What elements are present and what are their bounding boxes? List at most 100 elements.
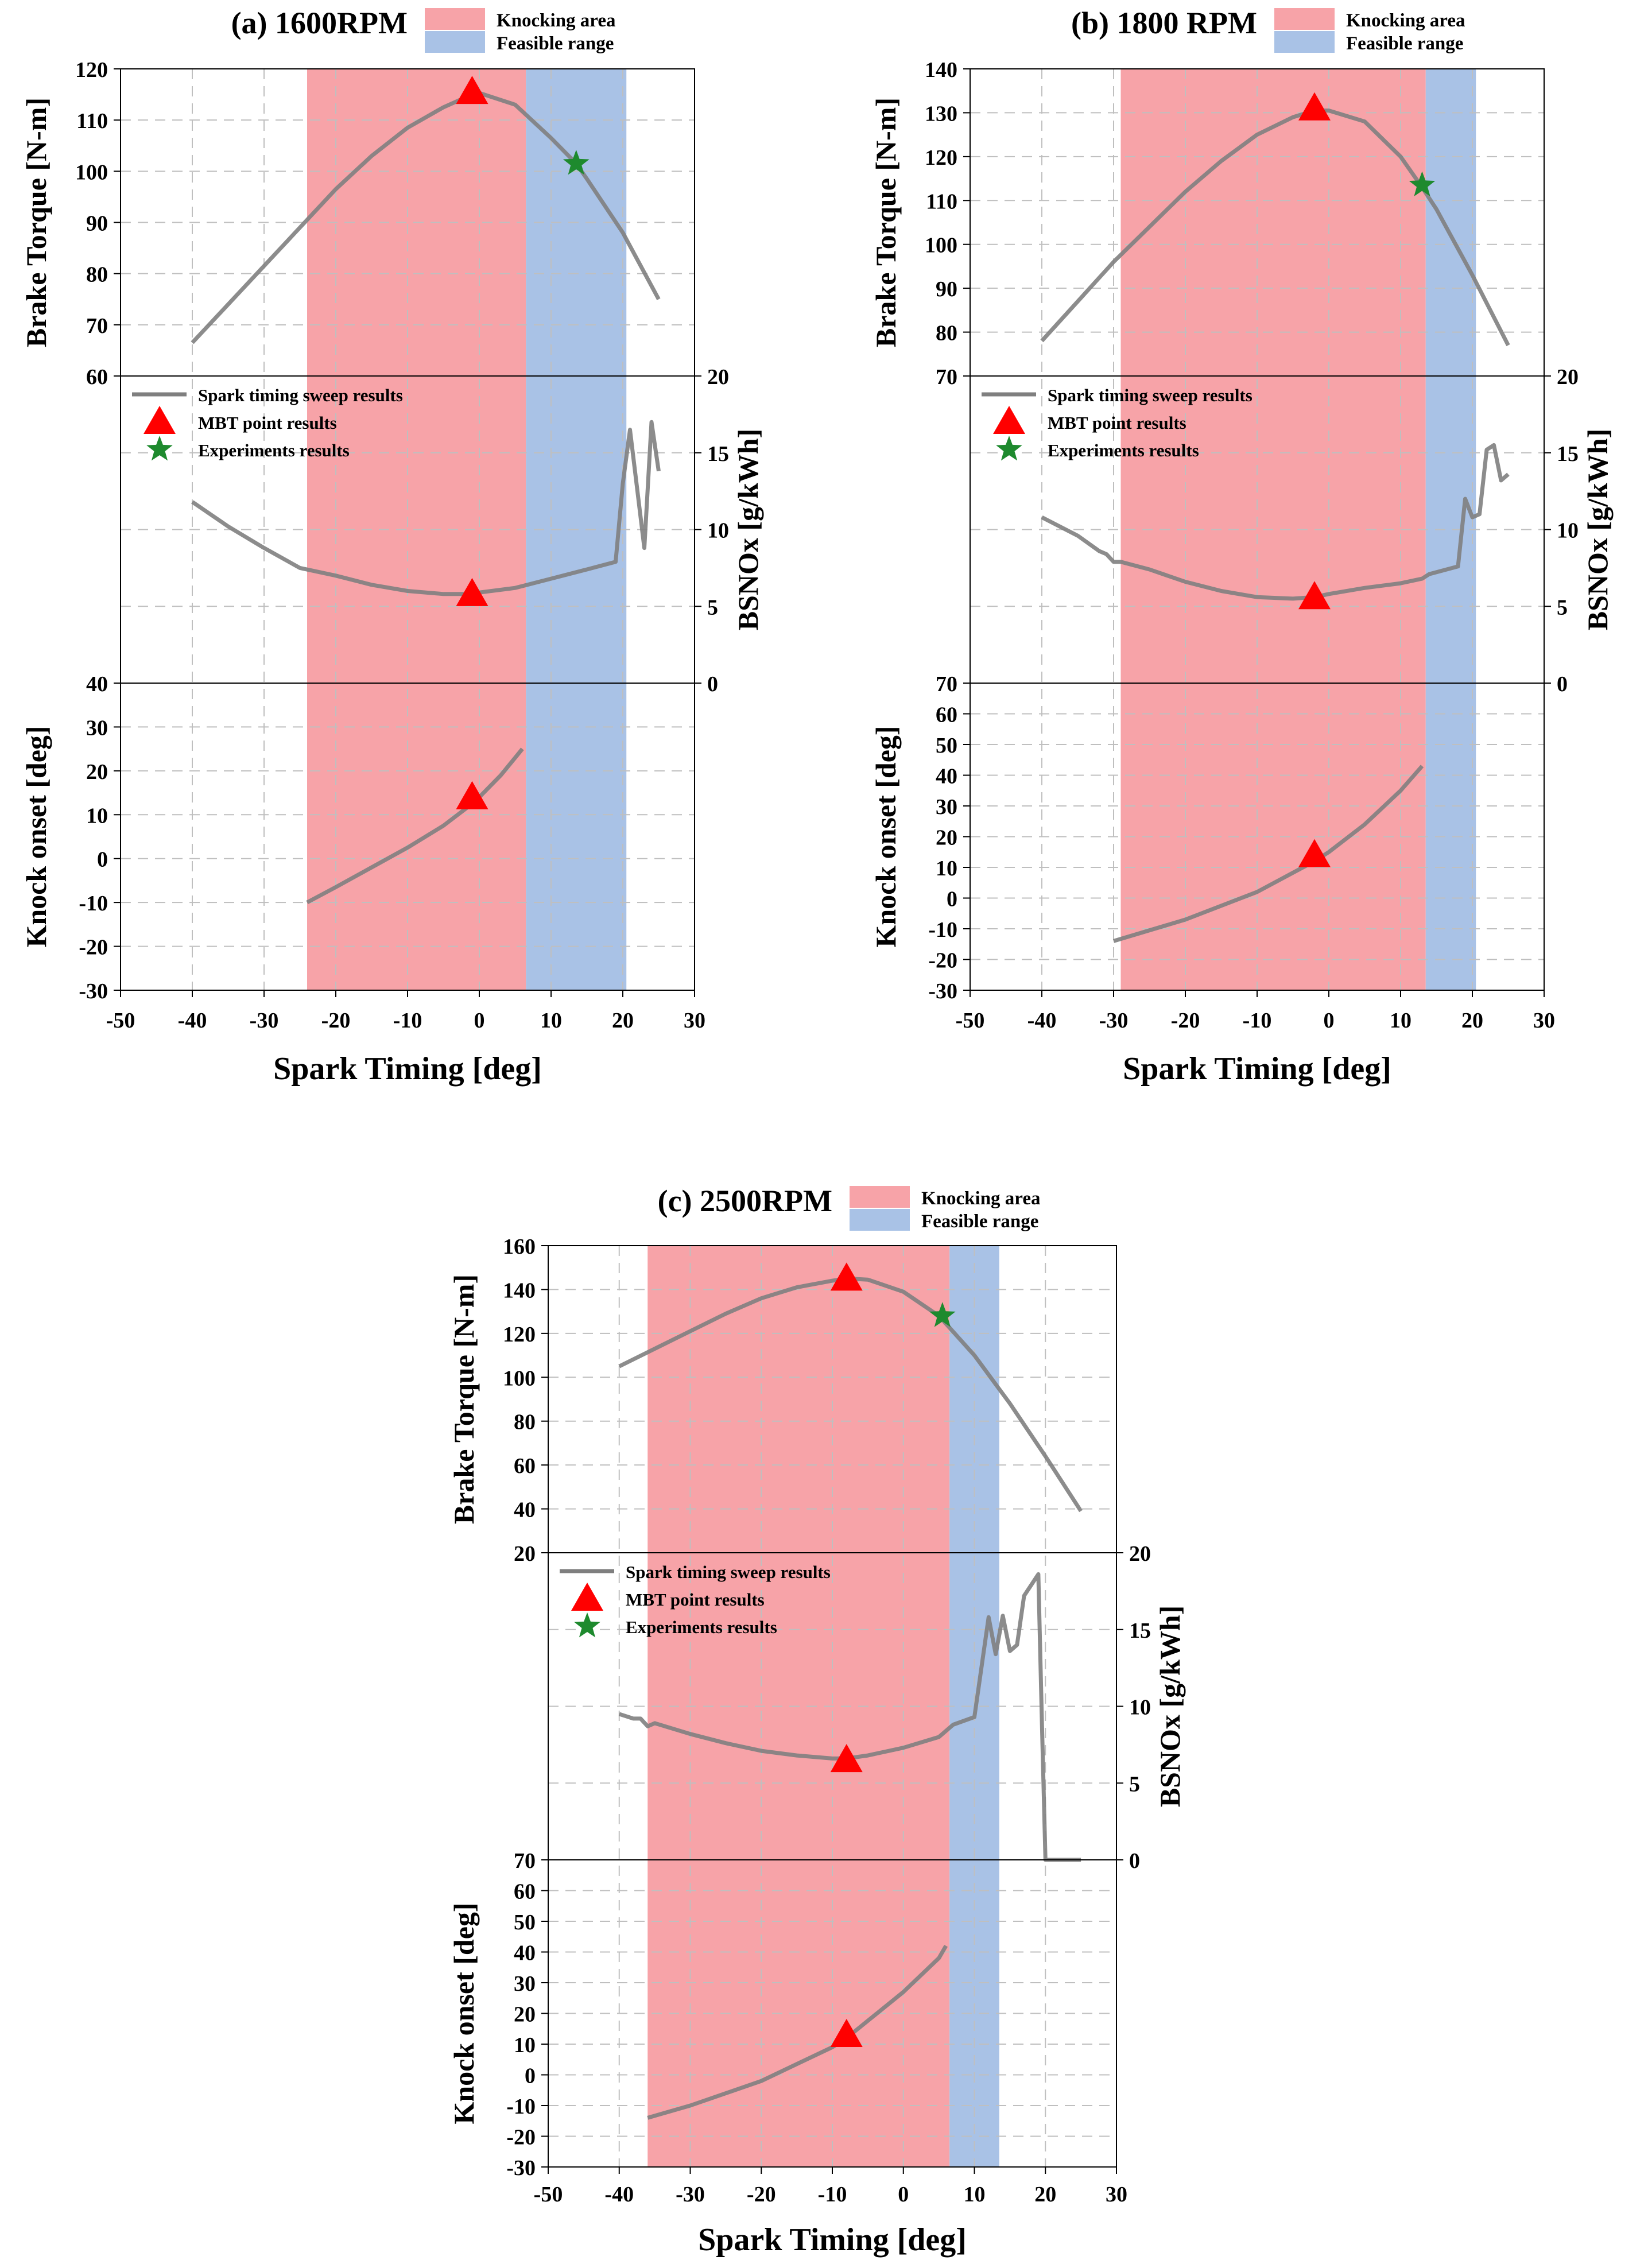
x-tick-label: -40 (1027, 1009, 1057, 1033)
knock-mbt-marker (456, 781, 488, 809)
y-tick-label: 30 (514, 1972, 536, 1996)
y-tick-label: 10 (1129, 1696, 1151, 1720)
y-tick-label: 110 (926, 189, 957, 214)
y-tick-label: 70 (936, 672, 957, 696)
y-tick-label: 10 (936, 856, 957, 881)
x-tick-label: 20 (1034, 2182, 1056, 2207)
y-tick-label: 100 (503, 1366, 536, 1390)
legend-sweep-label: Spark timing sweep results (198, 385, 403, 405)
y-tick-label: -10 (928, 918, 957, 942)
y-tick-label: 130 (925, 102, 957, 126)
x-tick-label: 10 (964, 2182, 986, 2207)
y-tick-label: 140 (925, 58, 957, 82)
y-tick-label: 30 (936, 795, 957, 819)
y-tick-label: 15 (1557, 442, 1579, 466)
y-tick-label: 80 (936, 321, 957, 346)
torque-axis-title: Brake Torque [N-m] (20, 98, 52, 347)
torque-axis-title: Brake Torque [N-m] (870, 98, 902, 347)
x-tick-label: -50 (534, 2182, 563, 2207)
torque-mbt-marker (1298, 92, 1331, 121)
y-tick-label: 20 (86, 760, 108, 784)
y-tick-label: 160 (503, 1235, 536, 1259)
y-tick-label: -20 (506, 2126, 536, 2150)
bsnox-axis-title: BSNOx [g/kWh] (732, 429, 764, 630)
y-tick-label: 20 (514, 2003, 536, 2027)
y-tick-label: -30 (928, 979, 957, 1003)
y-tick-label: 120 (925, 146, 957, 170)
x-tick-label: -50 (106, 1009, 135, 1033)
y-tick-label: 40 (86, 672, 108, 696)
legend-feasible-swatch (425, 31, 485, 53)
y-tick-label: 0 (1129, 1849, 1140, 1873)
legend-exp-swatch (146, 436, 173, 461)
legend-feasible-label: Feasible range (921, 1211, 1038, 1232)
y-tick-label: 90 (86, 212, 108, 236)
y-tick-label: 5 (707, 595, 718, 619)
bsnox-mbt-marker (830, 1744, 863, 1773)
chart-title: (a) 1600RPM (231, 6, 408, 40)
x-tick-label: -40 (178, 1009, 207, 1033)
torque-experiment-marker (563, 150, 590, 175)
legend-sweep-label: Spark timing sweep results (626, 1562, 831, 1582)
x-tick-label: -20 (747, 2182, 776, 2207)
legend-knock-label: Knocking area (1346, 10, 1465, 31)
chart-b-1800rpm: 70 80 90 100 110 120 130 140 Brake Torque [N-m] 0… (870, 6, 1614, 1087)
y-tick-label: 70 (86, 314, 108, 338)
knock-axis-title: Knock onset [deg] (448, 1902, 480, 2124)
y-tick-label: 20 (514, 1542, 536, 1566)
y-tick-label: 20 (707, 365, 729, 389)
y-tick-label: 120 (503, 1323, 536, 1347)
chart-title: (c) 2500RPM (658, 1184, 832, 1218)
bsnox-axis-title: BSNOx [g/kWh] (1581, 429, 1614, 630)
x-tick-label: -20 (1171, 1009, 1200, 1033)
bsnox-mbt-marker (456, 577, 488, 606)
torque-experiment-marker (1409, 171, 1436, 196)
y-tick-label: -30 (506, 2156, 536, 2180)
legend-knock-swatch (850, 1186, 910, 1208)
bsnox-sweep-line (1041, 443, 1510, 601)
y-tick-label: 5 (1557, 595, 1568, 619)
x-tick-label: -20 (321, 1009, 351, 1033)
y-tick-label: 90 (936, 277, 957, 301)
y-tick-label: 15 (707, 442, 729, 466)
y-tick-label: 10 (1557, 519, 1579, 543)
torque-mbt-marker (456, 76, 488, 104)
y-tick-label: -10 (79, 891, 108, 916)
y-tick-label: 80 (86, 263, 108, 287)
x-tick-label: -10 (818, 2182, 847, 2207)
y-tick-label: 40 (514, 1498, 536, 1522)
legend-mbt-swatch (571, 1583, 603, 1611)
y-tick-label: 20 (1557, 365, 1579, 389)
y-tick-label: 100 (925, 234, 957, 258)
x-tick-label: 30 (1106, 2182, 1127, 2207)
y-tick-label: 80 (514, 1410, 536, 1435)
x-tick-label: -50 (956, 1009, 985, 1033)
feasible-range-region (1425, 69, 1476, 990)
legend-mbt-label: MBT point results (1048, 413, 1186, 433)
y-tick-label: 50 (936, 734, 957, 758)
x-tick-label: -30 (250, 1009, 279, 1033)
y-tick-label: 10 (514, 2033, 536, 2057)
legend-exp-swatch (574, 1612, 600, 1638)
torque-experiment-marker (929, 1302, 956, 1327)
legend-mbt-label: MBT point results (198, 413, 337, 433)
x-tick-label: -10 (1243, 1009, 1272, 1033)
x-axis-title: Spark Timing [deg] (1123, 1051, 1391, 1087)
y-tick-label: 0 (1557, 672, 1568, 696)
y-tick-label: -30 (79, 979, 108, 1003)
y-tick-label: 110 (76, 109, 108, 133)
y-tick-label: 0 (97, 848, 108, 872)
legend-exp-swatch (996, 436, 1022, 461)
y-tick-label: 140 (503, 1278, 536, 1302)
y-tick-label: 0 (525, 2064, 536, 2088)
y-tick-label: 100 (75, 160, 108, 184)
x-tick-label: 0 (474, 1009, 485, 1033)
y-tick-label: 60 (514, 1454, 536, 1478)
legend-feasible-swatch (1274, 31, 1335, 53)
x-tick-label: 20 (612, 1009, 634, 1033)
y-tick-label: 60 (86, 365, 108, 389)
y-tick-label: 0 (707, 672, 718, 696)
torque-mbt-marker (830, 1262, 863, 1291)
knock-sweep-line (306, 747, 524, 905)
y-tick-label: 10 (707, 519, 729, 543)
